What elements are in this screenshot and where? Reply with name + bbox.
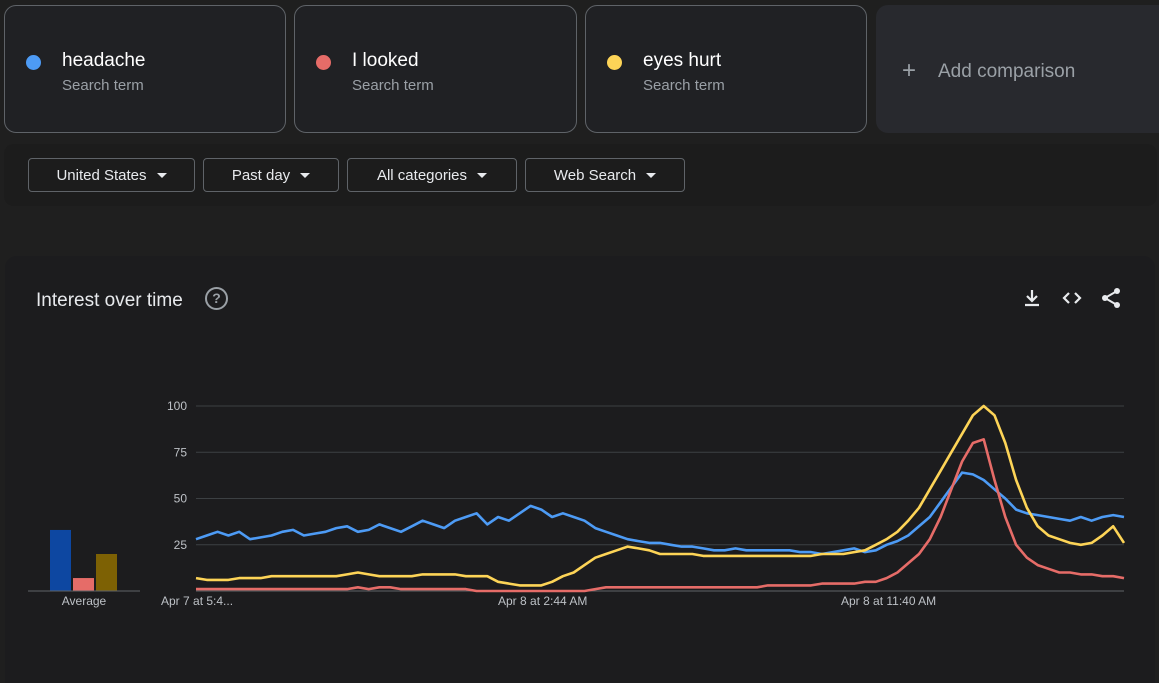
y-tick-label: 100 [167, 399, 187, 413]
term-type-label: Search term [62, 77, 144, 94]
average-bar [50, 529, 71, 591]
x-tick-label: Apr 7 at 5:4... [161, 594, 233, 608]
term-card-i-looked[interactable]: I looked Search term [294, 5, 577, 133]
region-label: United States [56, 166, 147, 184]
term-type-label: Search term [352, 77, 434, 94]
series-line-i-looked [196, 438, 1125, 593]
term-type-label: Search term [643, 77, 725, 94]
series-color-dot [316, 55, 331, 70]
series-color-dot [26, 55, 41, 70]
time-range-dropdown[interactable]: Past day [203, 158, 339, 192]
add-comparison-label: Add comparison [938, 61, 1076, 82]
search-property-dropdown[interactable]: Web Search [525, 158, 685, 192]
caret-down-icon [477, 172, 488, 178]
plus-icon: + [902, 57, 917, 84]
y-tick-label: 50 [174, 492, 188, 506]
average-label: Average [62, 594, 107, 608]
term-card-eyes-hurt[interactable]: eyes hurt Search term [585, 5, 867, 133]
panel-title: Interest over time [36, 290, 183, 311]
average-bar [96, 554, 117, 591]
term-name: eyes hurt [643, 50, 722, 71]
caret-down-icon [300, 172, 311, 178]
interest-chart: Average 25 50 75 100 Apr 7 at 5:4... Apr 8 a… [28, 399, 1126, 608]
embed-icon[interactable] [1060, 286, 1084, 310]
caret-down-icon [646, 172, 657, 178]
y-tick-label: 75 [174, 445, 188, 459]
interest-over-time-panel: Interest over time ? Average 25 50 75 100 A… [5, 256, 1155, 683]
average-bars: Average [28, 529, 140, 608]
x-tick-label: Apr 8 at 2:44 AM [498, 594, 587, 608]
chart-series [195, 404, 1126, 593]
x-axis-labels: Apr 7 at 5:4... Apr 8 at 2:44 AM Apr 8 at … [161, 594, 936, 608]
term-name: I looked [352, 50, 419, 71]
term-name: headache [62, 50, 146, 71]
add-comparison-button[interactable]: + Add comparison [876, 5, 1159, 133]
chart-grid: 25 50 75 100 [167, 399, 1124, 592]
category-dropdown[interactable]: All categories [347, 158, 517, 192]
region-dropdown[interactable]: United States [28, 158, 195, 192]
category-label: All categories [376, 166, 468, 184]
y-tick-label: 25 [174, 538, 188, 552]
help-icon[interactable]: ? [205, 287, 228, 310]
average-bar [73, 578, 94, 591]
x-tick-label: Apr 8 at 11:40 AM [841, 594, 936, 608]
series-line-headache [195, 471, 1125, 556]
share-icon[interactable] [1099, 286, 1123, 310]
term-card-headache[interactable]: headache Search term [4, 5, 286, 133]
series-color-dot [607, 55, 622, 70]
caret-down-icon [156, 172, 167, 178]
search-property-label: Web Search [553, 166, 637, 184]
time-range-label: Past day [231, 166, 291, 184]
download-icon[interactable] [1020, 286, 1044, 310]
series-line-eyes-hurt [195, 404, 1126, 587]
filter-bar: United States Past day All categories We… [4, 144, 1157, 206]
